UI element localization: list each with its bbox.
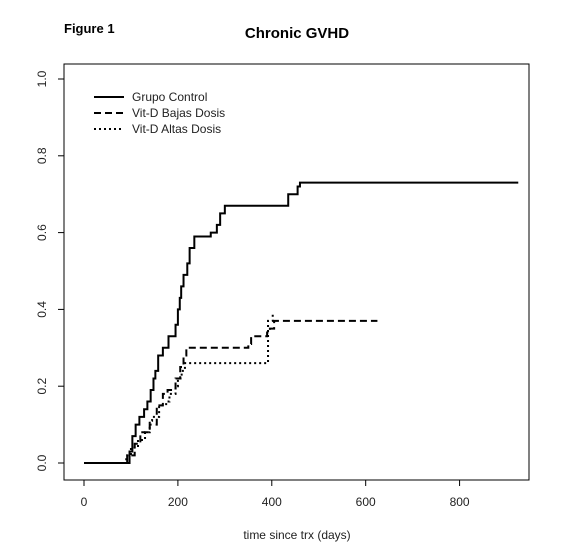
legend-label: Vit-D Altas Dosis xyxy=(132,122,221,136)
figure-label: Figure 1 xyxy=(64,21,115,36)
series-line-3 xyxy=(84,313,274,464)
y-tick-label: 0.0 xyxy=(35,454,49,471)
y-tick-label: 0.2 xyxy=(35,378,49,395)
y-axis: 0.0 0.2 0.4 0.6 0.8 1.0 xyxy=(35,70,64,471)
x-axis-label: time since trx (days) xyxy=(243,528,350,542)
y-tick-label: 0.8 xyxy=(35,147,49,164)
x-axis: 0 200 400 600 800 xyxy=(81,480,470,509)
y-tick-label: 1.0 xyxy=(35,70,49,87)
x-tick-label: 400 xyxy=(262,495,282,509)
legend-label: Grupo Control xyxy=(132,90,207,104)
plot-frame xyxy=(63,63,530,481)
x-tick-label: 0 xyxy=(81,495,88,509)
series-line-2 xyxy=(84,319,378,464)
x-tick-label: 800 xyxy=(450,495,470,509)
y-tick-label: 0.6 xyxy=(35,224,49,241)
x-tick-label: 200 xyxy=(168,495,188,509)
x-tick-label: 600 xyxy=(356,495,376,509)
series-line-1 xyxy=(84,181,519,464)
legend-label: Vit-D Bajas Dosis xyxy=(132,106,225,120)
series-layer xyxy=(84,181,519,464)
chart-title: Chronic GVHD xyxy=(245,25,349,42)
y-tick-label: 0.4 xyxy=(35,301,49,318)
legend: Grupo Control Vit-D Bajas Dosis Vit-D Alta… xyxy=(94,90,225,136)
